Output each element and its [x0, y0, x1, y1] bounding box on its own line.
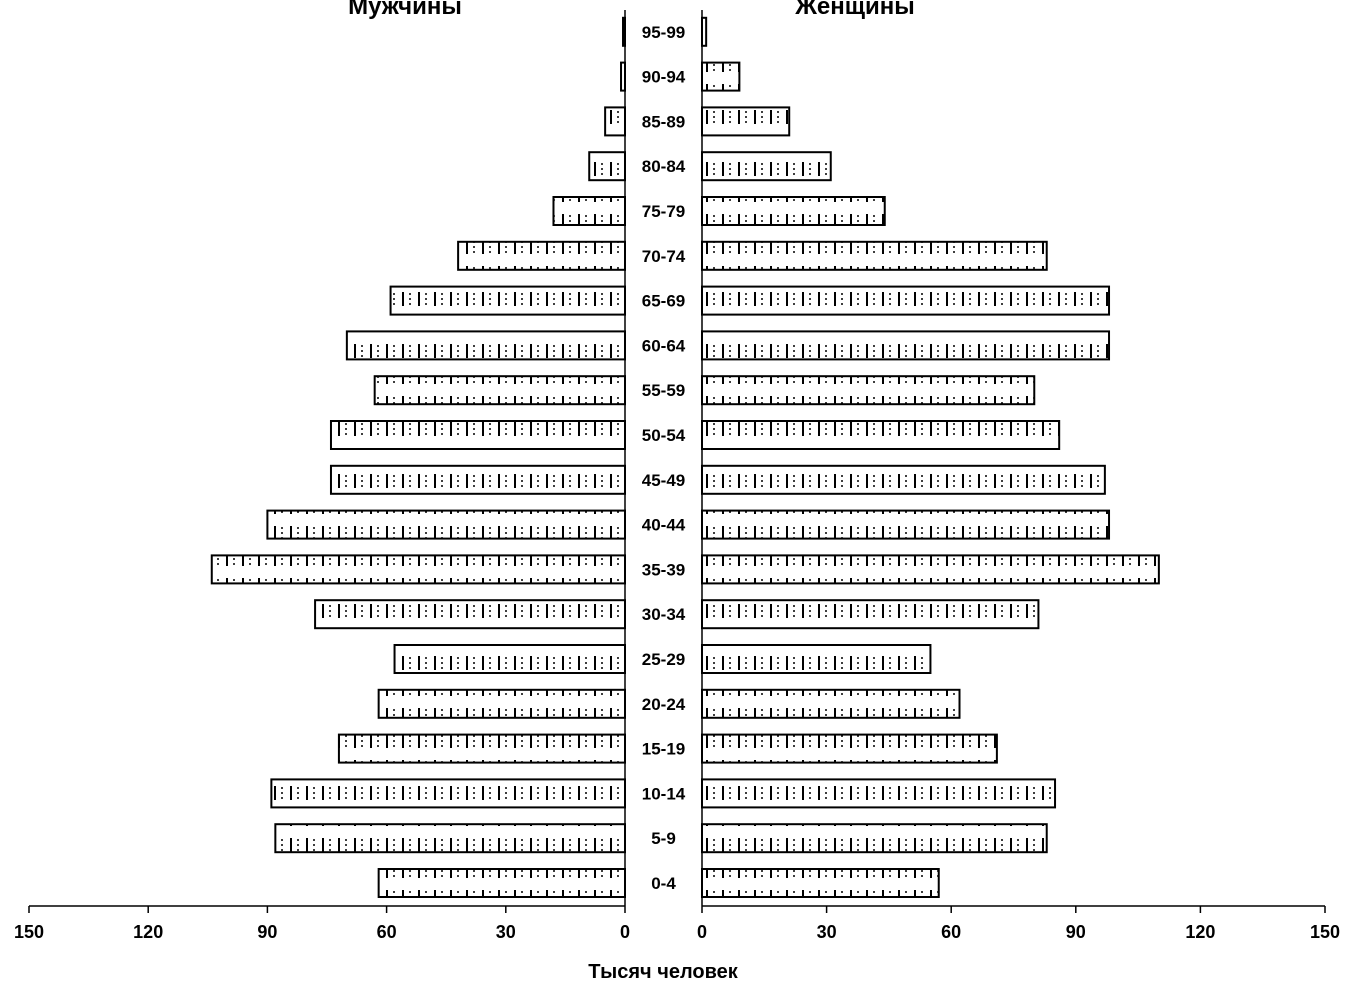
female-bar-5-9 — [701, 823, 1048, 854]
male-bar-65-69 — [389, 285, 626, 316]
right-tick-label-150: 150 — [1310, 922, 1340, 942]
male-bar-45-49 — [329, 464, 626, 495]
male-bar-85-89 — [604, 106, 627, 137]
age-label-90-94: 90-94 — [642, 68, 686, 87]
female-bar-35-39 — [701, 554, 1160, 585]
male-bar-70-74 — [457, 240, 626, 271]
male-bar-50-54 — [329, 420, 626, 450]
female-bar-10-14 — [701, 778, 1057, 809]
right-tick-label-90: 90 — [1066, 922, 1086, 942]
female-bar-25-29 — [701, 644, 932, 674]
left-tick-label-0: 0 — [620, 922, 630, 942]
age-label-40-44: 40-44 — [642, 516, 686, 535]
age-label-60-64: 60-64 — [642, 336, 686, 355]
female-bar-65-69 — [701, 285, 1111, 316]
female-bar-55-59 — [701, 375, 1036, 406]
age-label-35-39: 35-39 — [642, 560, 685, 579]
age-label-85-89: 85-89 — [642, 112, 685, 131]
right-tick-label-60: 60 — [941, 922, 961, 942]
male-bar-15-19 — [337, 733, 626, 764]
left-tick-label-60: 60 — [377, 922, 397, 942]
male-bar-20-24 — [377, 688, 626, 719]
female-bar-60-64 — [701, 330, 1111, 361]
male-bar-5-9 — [274, 823, 626, 854]
age-label-95-99: 95-99 — [642, 23, 685, 42]
left-panel-title: Мужчины — [348, 0, 462, 20]
right-axis-ticks: 0 30 60 90 120 150 — [697, 906, 1340, 942]
female-bar-80-84 — [701, 151, 832, 182]
left-tick-label-120: 120 — [133, 922, 163, 942]
male-bar-30-34 — [314, 599, 626, 630]
age-label-50-54: 50-54 — [642, 426, 686, 445]
female-bar-20-24 — [701, 688, 961, 719]
female-bar-45-49 — [701, 464, 1106, 495]
right-tick-label-30: 30 — [817, 922, 837, 942]
female-bar-85-89 — [701, 106, 791, 137]
right-panel-title: Женщины — [794, 0, 915, 20]
male-bar-80-84 — [588, 151, 626, 182]
age-label-45-49: 45-49 — [642, 471, 685, 490]
female-bar-90-94 — [701, 61, 741, 92]
left-axis-ticks: 150 120 90 60 30 0 — [14, 906, 630, 942]
age-label-0-4: 0-4 — [651, 874, 676, 893]
left-tick-label-90: 90 — [257, 922, 277, 942]
male-bar-10-14 — [270, 778, 626, 809]
age-label-70-74: 70-74 — [642, 247, 686, 266]
female-bar-70-74 — [701, 240, 1048, 271]
age-label-5-9: 5-9 — [651, 829, 676, 848]
female-bar-40-44 — [701, 509, 1111, 540]
female-bar-0-4 — [701, 868, 940, 898]
age-label-20-24: 20-24 — [642, 695, 686, 714]
male-bar-0-4 — [377, 868, 626, 898]
left-tick-label-150: 150 — [14, 922, 44, 942]
age-label-30-34: 30-34 — [642, 605, 686, 624]
left-tick-label-30: 30 — [496, 922, 516, 942]
age-label-75-79: 75-79 — [642, 202, 685, 221]
age-label-10-14: 10-14 — [642, 784, 686, 803]
male-bar-40-44 — [266, 509, 626, 540]
age-label-65-69: 65-69 — [642, 292, 685, 311]
female-bar-15-19 — [701, 733, 998, 764]
age-group-labels: 0-4 5-9 10-14 15-19 20-24 25-29 30-34 35-39 40-4… — [642, 23, 686, 893]
male-bar-25-29 — [393, 644, 626, 674]
male-bar-35-39 — [210, 554, 626, 585]
age-label-15-19: 15-19 — [642, 740, 685, 759]
male-bar-60-64 — [345, 330, 626, 361]
age-label-80-84: 80-84 — [642, 157, 686, 176]
right-tick-label-0: 0 — [697, 922, 707, 942]
female-bars — [701, 16, 1160, 898]
male-bar-75-79 — [552, 196, 626, 226]
right-tick-label-120: 120 — [1185, 922, 1215, 942]
male-bar-55-59 — [373, 375, 626, 406]
female-bar-30-34 — [701, 599, 1040, 630]
age-label-25-29: 25-29 — [642, 650, 685, 669]
female-bar-50-54 — [701, 420, 1061, 450]
age-label-55-59: 55-59 — [642, 381, 685, 400]
x-axis-label: Тысяч человек — [588, 961, 739, 983]
male-bars — [210, 16, 627, 898]
female-bar-75-79 — [701, 196, 886, 226]
